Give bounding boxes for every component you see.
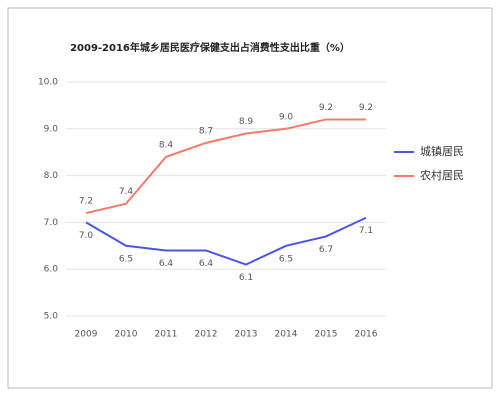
x-tick-label: 2016 — [355, 330, 378, 340]
x-tick-label: 2015 — [315, 330, 338, 340]
y-tick-label: 7.0 — [44, 218, 59, 228]
data-label: 7.2 — [79, 197, 93, 207]
y-tick-label: 6.0 — [44, 265, 59, 275]
data-label: 6.1 — [239, 273, 253, 283]
y-tick-label: 9.0 — [44, 124, 59, 134]
line — [85, 216, 367, 266]
x-tick-label: 2011 — [155, 330, 178, 340]
x-tick-label: 2010 — [115, 330, 138, 340]
data-label: 7.0 — [79, 231, 94, 241]
x-tick-label: 2013 — [235, 330, 258, 340]
data-label: 6.4 — [199, 259, 214, 269]
y-tick-label: 8.0 — [44, 171, 59, 181]
data-label: 6.5 — [119, 254, 133, 264]
y-tick-label: 5.0 — [44, 312, 59, 322]
legend-label: 城镇居民 — [420, 144, 464, 158]
data-label: 9.2 — [359, 103, 373, 113]
x-tick-label: 2014 — [275, 330, 298, 340]
data-label: 6.4 — [159, 259, 174, 269]
data-label: 6.7 — [319, 245, 333, 255]
y-tick-label: 10.0 — [38, 78, 58, 88]
data-label: 6.5 — [279, 254, 293, 264]
x-tick-label: 2009 — [75, 330, 98, 340]
data-label: 7.4 — [119, 187, 134, 197]
data-label: 8.7 — [199, 126, 213, 136]
data-label: 9.2 — [319, 103, 333, 113]
data-label: 8.9 — [239, 117, 254, 127]
data-label: 8.4 — [159, 140, 174, 150]
chart-title: 2009-2016年城乡居民医疗保健支出占消费性支出比重（%） — [70, 41, 350, 54]
frame — [7, 7, 493, 389]
data-label: 7.1 — [359, 226, 373, 236]
legend-label: 农村居民 — [420, 168, 464, 182]
data-label: 9.0 — [279, 112, 294, 122]
x-tick-label: 2012 — [195, 330, 218, 340]
line — [85, 118, 366, 215]
